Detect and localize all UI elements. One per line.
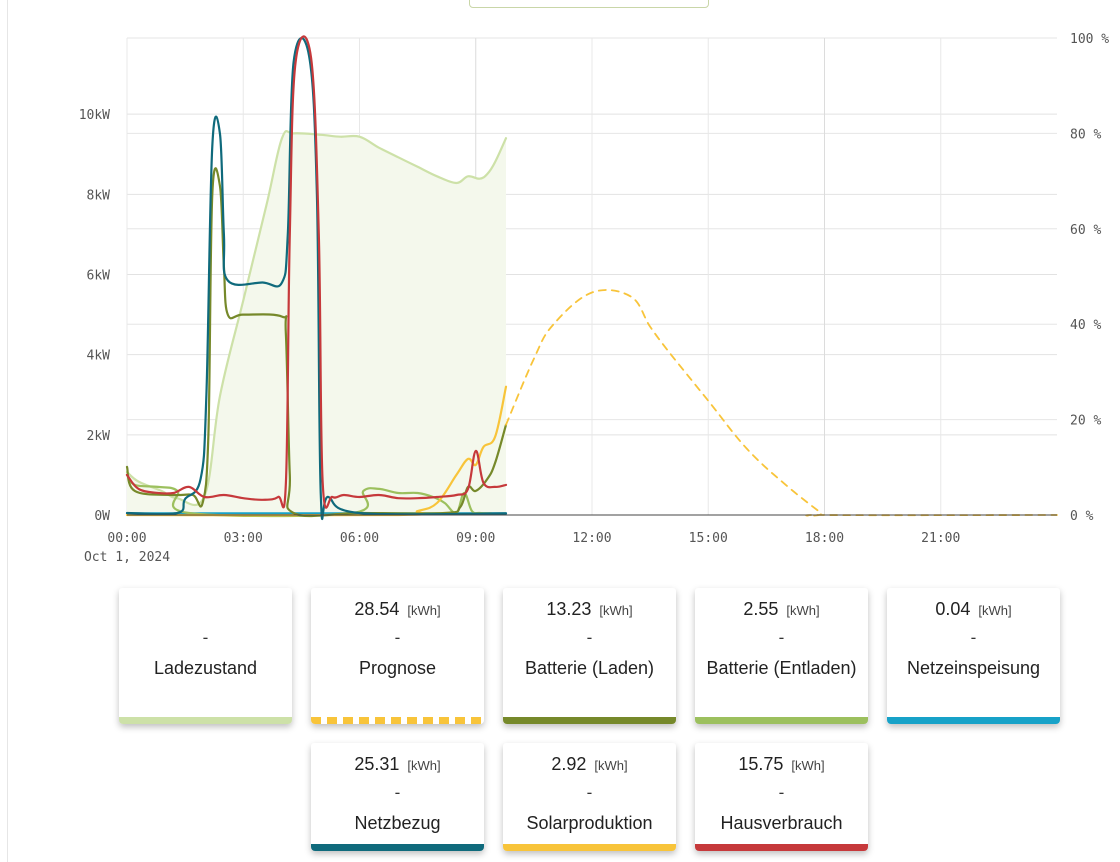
card-label: Batterie (Entladen) [706, 658, 857, 678]
y-right-tick-label: 80 % [1070, 127, 1101, 142]
card-unit: [kWh] [791, 758, 825, 773]
card-value-row: 2.55 [kWh] [695, 598, 868, 620]
legend-card-solarproduktion[interactable]: 2.92 [kWh] - Solarproduktion [503, 743, 676, 851]
y-left-tick-label: 8kW [87, 188, 111, 203]
card-dash: - [586, 628, 593, 647]
series-area-ladezustand [127, 131, 506, 516]
card-color-bar [503, 844, 676, 851]
card-value-row: 2.92 [kWh] [503, 753, 676, 775]
card-color-bar [887, 717, 1060, 724]
card-color-bar [695, 717, 868, 724]
card-unit: [kWh] [407, 758, 441, 773]
card-value: 25.31 [354, 754, 400, 774]
card-color-bar [119, 717, 292, 724]
card-color-bar [311, 844, 484, 851]
y-left-tick-label: 10kW [79, 108, 110, 123]
card-dash: - [394, 783, 401, 802]
card-color-bar [503, 717, 676, 724]
card-value: 0.04 [935, 599, 971, 619]
y-right-tick-label: 100 % [1070, 32, 1109, 47]
card-color-bar [695, 844, 868, 851]
card-label: Netzeinspeisung [906, 658, 1041, 678]
card-dash: - [394, 628, 401, 647]
card-unit: [kWh] [407, 603, 441, 618]
card-value-row: 0.04 [kWh] [887, 598, 1060, 620]
y-right-tick-label: 20 % [1070, 414, 1101, 429]
chart-axes: 0 % 20 % 40 % 60 % 80 % 100 % 0W 2kW 4kW 6kW 8kW 10… [79, 32, 1110, 565]
legend-card-hausverbrauch[interactable]: 15.75 [kWh] - Hausverbrauch [695, 743, 868, 851]
x-tick-label: 18:00 [805, 531, 844, 546]
card-color-bar [311, 717, 484, 724]
legend-card-netzbezug[interactable]: 25.31 [kWh] - Netzbezug [311, 743, 484, 851]
card-value-row [119, 598, 292, 620]
energy-chart: 0 % 20 % 40 % 60 % 80 % 100 % 0W 2kW 4kW 6kW 8kW 10… [79, 32, 1110, 565]
x-tick-label: 00:00 [107, 531, 146, 546]
card-dash: - [970, 628, 977, 647]
y-right-tick-label: 60 % [1070, 223, 1101, 238]
legend-card-ladezustand[interactable]: - Ladezustand [119, 588, 292, 724]
card-label: Prognose [358, 658, 437, 678]
card-value: 13.23 [546, 599, 592, 619]
y-right-tick-label: 40 % [1070, 318, 1101, 333]
card-value: 15.75 [738, 754, 784, 774]
y-left-tick-label: 2kW [87, 429, 111, 444]
card-label: Hausverbrauch [720, 813, 843, 833]
y-left-tick-label: 4kW [87, 349, 111, 364]
y-left-tick-label: 6kW [87, 268, 111, 283]
card-unit: [kWh] [786, 603, 820, 618]
series-line-netzbezug [125, 37, 508, 520]
y-left-tick-label: 0W [94, 509, 110, 524]
card-value: 28.54 [354, 599, 400, 619]
card-value: 2.92 [551, 754, 587, 774]
page-left-border [7, 0, 8, 862]
x-tick-label: 06:00 [340, 531, 379, 546]
card-value: 2.55 [743, 599, 779, 619]
card-label: Netzbezug [354, 813, 441, 833]
legend-card-prognose[interactable]: 28.54 [kWh] - Prognose [311, 588, 484, 724]
card-label: Solarproduktion [526, 813, 653, 833]
card-unit: [kWh] [978, 603, 1012, 618]
legend-card-netzeinspeisung[interactable]: 0.04 [kWh] - Netzeinspeisung [887, 588, 1060, 724]
x-tick-label: 15:00 [689, 531, 728, 546]
y-right-tick-label: 0 % [1070, 509, 1094, 524]
date-picker-control[interactable] [469, 0, 709, 8]
card-label: Batterie (Laden) [524, 658, 655, 678]
x-tick-label: 03:00 [224, 531, 263, 546]
legend-card-batterie-laden[interactable]: 13.23 [kWh] - Batterie (Laden) [503, 588, 676, 724]
card-value-row: 15.75 [kWh] [695, 753, 868, 775]
card-unit: [kWh] [594, 758, 628, 773]
card-unit: [kWh] [599, 603, 633, 618]
x-tick-label: 21:00 [921, 531, 960, 546]
card-dash: - [202, 628, 209, 647]
x-date-label: Oct 1, 2024 [84, 550, 170, 565]
x-tick-label: 12:00 [572, 531, 611, 546]
series-line-ladezustand [125, 130, 508, 507]
card-value-row: 28.54 [kWh] [311, 598, 484, 620]
card-dash: - [778, 783, 785, 802]
card-dash: - [778, 628, 785, 647]
card-value-row: 13.23 [kWh] [503, 598, 676, 620]
series-line-hausverbrauch [125, 35, 508, 509]
legend-card-batterie-entladen[interactable]: 2.55 [kWh] - Batterie (Entladen) [695, 588, 868, 724]
chart-areas [127, 131, 506, 516]
x-tick-label: 09:00 [456, 531, 495, 546]
card-value-row: 25.31 [kWh] [311, 753, 484, 775]
card-dash: - [586, 783, 593, 802]
card-label: Ladezustand [153, 658, 258, 678]
